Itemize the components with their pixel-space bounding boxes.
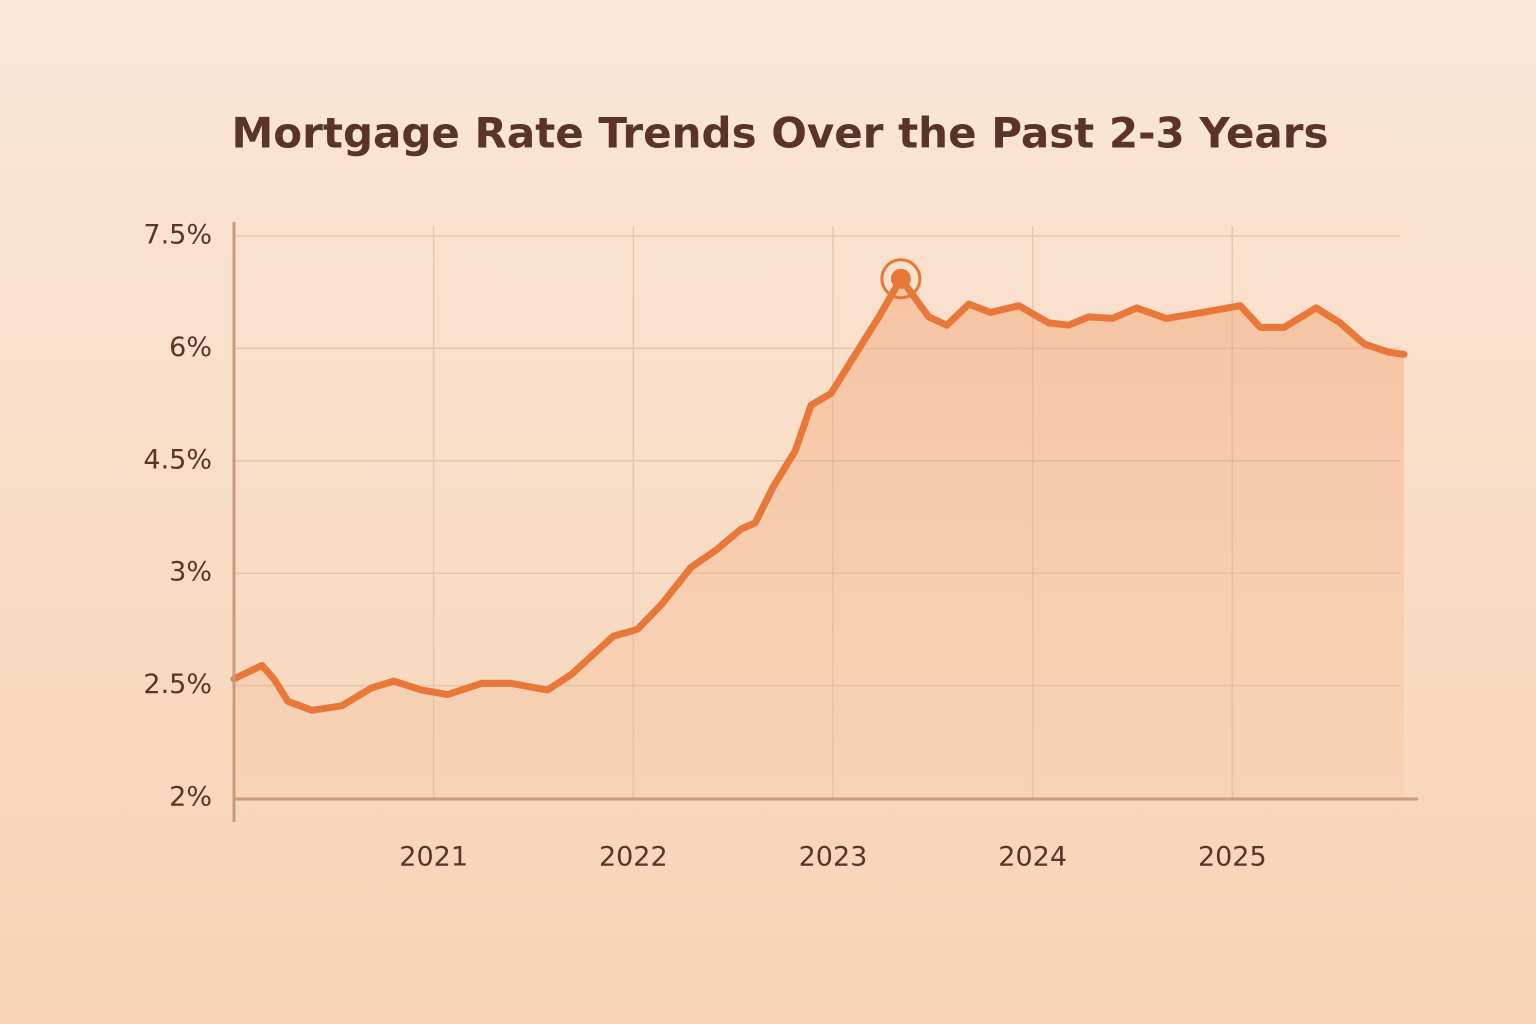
x-tick-label: 2025 bbox=[1198, 842, 1267, 873]
x-tick-label: 2024 bbox=[998, 842, 1067, 873]
line bbox=[230, 275, 1408, 714]
y-tick-label: 7.5% bbox=[143, 220, 212, 251]
y-tick-label: 2.5% bbox=[143, 669, 212, 700]
x-tick-label: 2021 bbox=[399, 842, 468, 873]
y-tick-label: 3% bbox=[169, 557, 212, 588]
peak-marker bbox=[890, 268, 911, 289]
area bbox=[234, 278, 1405, 798]
y-tick-label: 2% bbox=[169, 782, 212, 813]
x-tick-label: 2023 bbox=[799, 842, 868, 873]
y-tick-label: 6% bbox=[169, 332, 212, 363]
x-tick-label: 2022 bbox=[599, 842, 668, 873]
y-tick-label: 4.5% bbox=[143, 444, 212, 475]
chart-title: Mortgage Rate Trends Over the Past 2-3 Y… bbox=[232, 109, 1329, 158]
peak-ring bbox=[880, 258, 922, 300]
